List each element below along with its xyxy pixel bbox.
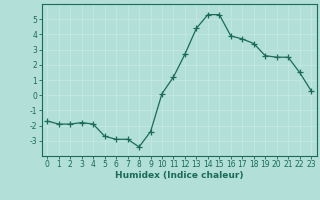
X-axis label: Humidex (Indice chaleur): Humidex (Indice chaleur): [115, 171, 244, 180]
